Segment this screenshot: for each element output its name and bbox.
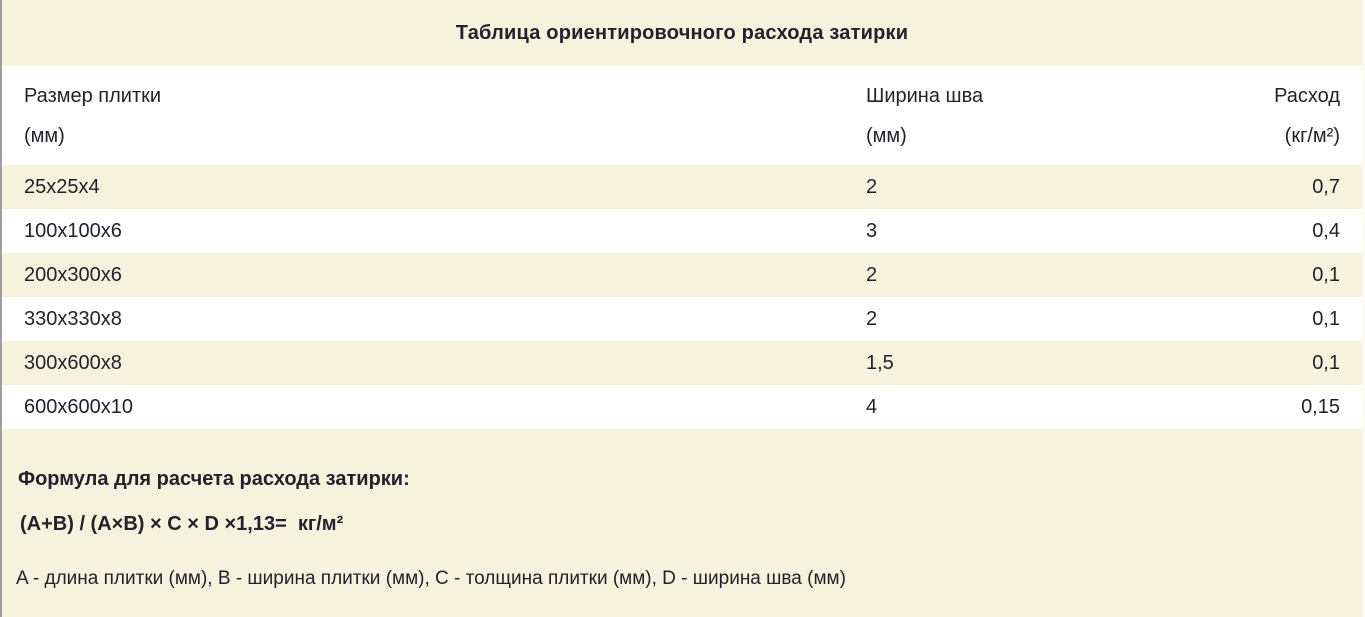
- table-row: 25x25x4 2 0,7: [2, 165, 1362, 209]
- formula-section: Формула для расчета расхода затирки: (A+…: [2, 467, 1362, 591]
- column-header-joint-width-unit: (мм): [866, 124, 907, 147]
- cell-consumption: 0,1: [1312, 351, 1340, 374]
- formula-legend: A - длина плитки (мм), B - ширина плитки…: [16, 568, 846, 589]
- column-header-joint-width: Ширина шва (мм): [866, 85, 1120, 147]
- cell-joint-width: 1,5: [866, 351, 894, 374]
- cell-tile-size: 200x300x6: [24, 263, 122, 286]
- cell-tile-size: 330x330x8: [24, 307, 122, 330]
- column-header-tile-size-label: Размер плитки: [24, 84, 162, 107]
- table-row: 300x600x8 1,5 0,1: [2, 341, 1362, 385]
- formula-expression: (A+B) / (A×B) × C × D ×1,13= кг/м²: [20, 513, 344, 535]
- cell-joint-width: 2: [866, 307, 878, 330]
- column-header-joint-width-label: Ширина шва: [866, 84, 984, 107]
- cell-tile-size: 25x25x4: [24, 175, 100, 198]
- cell-tile-size: 300x600x8: [24, 351, 122, 374]
- column-header-consumption-label: Расход: [1274, 84, 1340, 107]
- table-title: Таблица ориентировочного расхода затирки: [455, 21, 909, 44]
- table-row: 330x330x8 2 0,1: [2, 297, 1362, 341]
- cell-tile-size: 600x600x10: [24, 395, 133, 418]
- column-header-tile-size-unit: (мм): [24, 124, 65, 147]
- table-row: 200x300x6 2 0,1: [2, 253, 1362, 297]
- column-header-consumption-unit: (кг/м²): [1284, 124, 1340, 147]
- table-row: 100x100x6 3 0,4: [2, 209, 1362, 253]
- cell-consumption: 0,15: [1301, 395, 1340, 418]
- table-row: 600x600x10 4 0,15: [2, 385, 1362, 429]
- cell-consumption: 0,4: [1312, 219, 1340, 242]
- table-header-row: Размер плитки (мм) Ширина шва (мм) Расхо…: [2, 66, 1362, 165]
- cell-consumption: 0,1: [1312, 307, 1340, 330]
- table-title-band: Таблица ориентировочного расхода затирки: [2, 0, 1362, 66]
- cell-joint-width: 4: [866, 395, 878, 418]
- cell-consumption: 0,7: [1312, 175, 1340, 198]
- cell-joint-width: 2: [866, 175, 878, 198]
- column-header-tile-size: Размер плитки (мм): [24, 85, 866, 147]
- cell-joint-width: 3: [866, 219, 878, 242]
- grout-consumption-table: Размер плитки (мм) Ширина шва (мм) Расхо…: [2, 66, 1362, 429]
- cell-joint-width: 2: [866, 263, 878, 286]
- formula-heading: Формула для расчета расхода затирки:: [18, 468, 410, 490]
- cell-tile-size: 100x100x6: [24, 219, 122, 242]
- cell-consumption: 0,1: [1312, 263, 1340, 286]
- column-header-consumption: Расход (кг/м²): [1120, 85, 1340, 147]
